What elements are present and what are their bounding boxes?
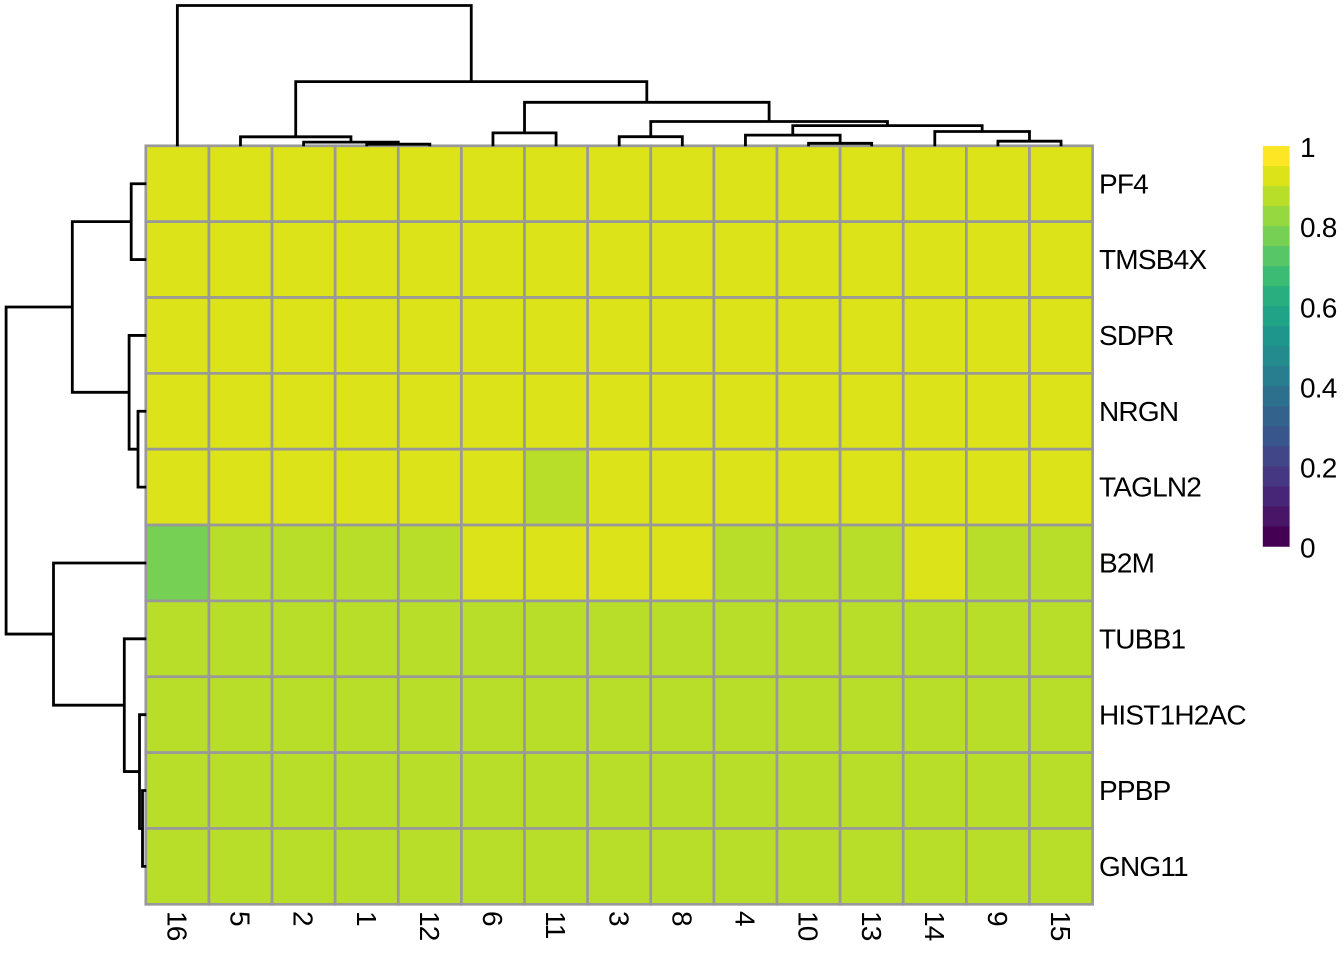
svg-text:3: 3 (603, 911, 634, 926)
svg-text:0.6: 0.6 (1300, 292, 1337, 323)
svg-text:0.8: 0.8 (1300, 212, 1337, 243)
svg-text:B2M: B2M (1099, 548, 1154, 579)
svg-text:8: 8 (666, 911, 697, 926)
svg-text:9: 9 (982, 911, 1013, 926)
svg-text:6: 6 (477, 911, 508, 926)
svg-text:SDPR: SDPR (1099, 320, 1174, 351)
svg-text:14: 14 (919, 911, 950, 941)
svg-text:1: 1 (1300, 132, 1315, 163)
svg-text:0: 0 (1300, 533, 1315, 564)
svg-text:PPBP: PPBP (1099, 775, 1171, 806)
svg-text:4: 4 (730, 911, 761, 926)
svg-text:HIST1H2AC: HIST1H2AC (1099, 699, 1246, 730)
svg-text:2: 2 (288, 911, 319, 926)
svg-text:0.2: 0.2 (1300, 452, 1337, 483)
svg-text:12: 12 (414, 911, 445, 941)
svg-text:0.4: 0.4 (1300, 372, 1337, 403)
svg-text:10: 10 (793, 911, 824, 941)
svg-text:TUBB1: TUBB1 (1099, 623, 1185, 654)
svg-text:TAGLN2: TAGLN2 (1099, 472, 1201, 503)
svg-text:PF4: PF4 (1099, 168, 1148, 199)
svg-text:11: 11 (540, 911, 571, 939)
svg-text:16: 16 (161, 911, 192, 941)
svg-text:13: 13 (856, 911, 887, 941)
svg-text:NRGN: NRGN (1099, 396, 1178, 427)
svg-text:1: 1 (351, 911, 382, 926)
svg-text:TMSB4X: TMSB4X (1099, 244, 1207, 275)
svg-text:GNG11: GNG11 (1099, 851, 1188, 882)
svg-text:15: 15 (1045, 911, 1076, 941)
svg-text:5: 5 (225, 911, 256, 926)
